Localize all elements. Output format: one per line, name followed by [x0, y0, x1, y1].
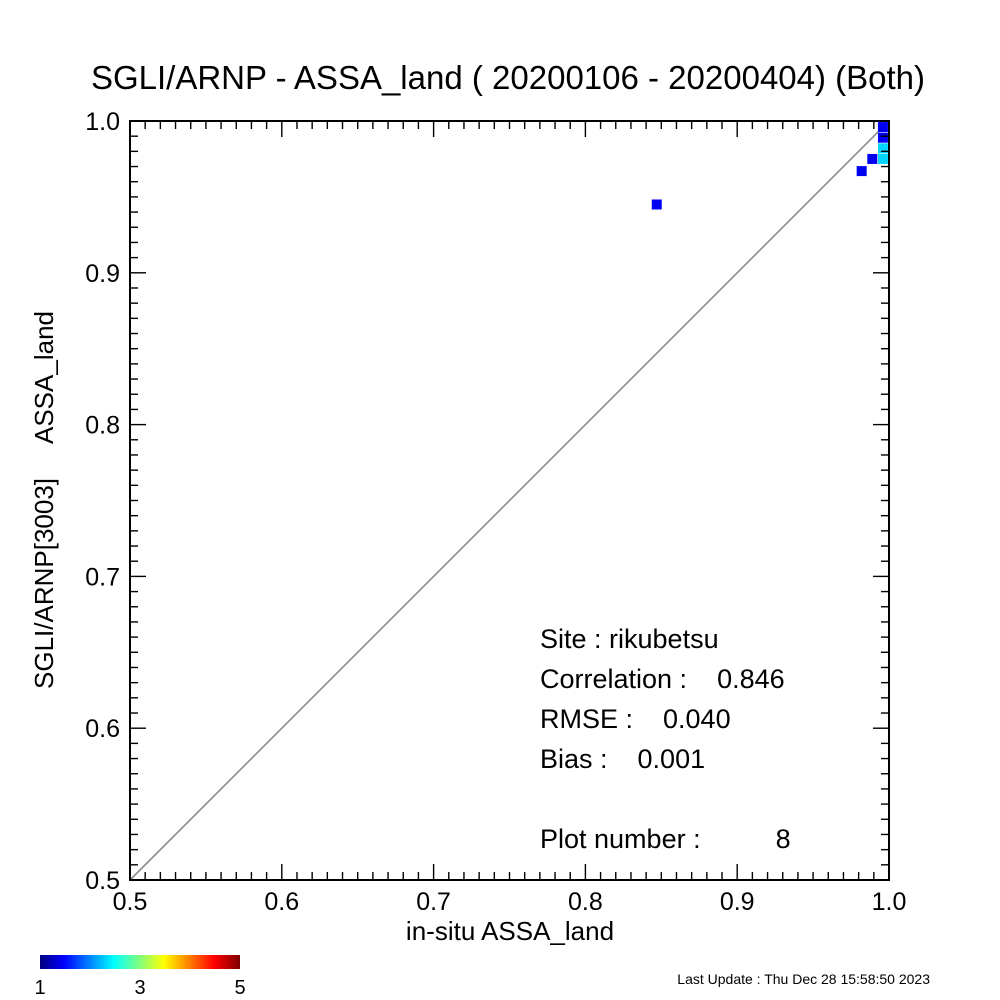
- density-cell: [877, 122, 888, 133]
- y-axis-label-product: SGLI/ARNP[3003]: [29, 478, 59, 689]
- colorbar: 1 3 5: [34, 955, 246, 999]
- density-cell: [877, 143, 888, 154]
- colorbar-tick-min: 1: [34, 977, 45, 999]
- plot-area: [129, 120, 890, 881]
- x-tick-label: 0.6: [264, 888, 299, 916]
- y-tick-label: 0.6: [85, 715, 120, 743]
- stat-rmse: RMSE : 0.040: [540, 704, 731, 734]
- x-axis-label: in-situ ASSA_land: [406, 916, 614, 946]
- x-tick-label: 1.0: [872, 888, 907, 916]
- x-tick-label: 0.7: [416, 888, 451, 916]
- x-tick-label: 0.5: [113, 888, 148, 916]
- one-to-one-line: [129, 120, 890, 881]
- y-tick-label: 1.0: [85, 108, 120, 136]
- y-tick-label: 0.7: [85, 563, 120, 591]
- y-tick-label: 0.5: [85, 867, 120, 895]
- last-update-text: Last Update : Thu Dec 28 15:58:50 2023: [677, 971, 930, 987]
- x-tick-label: 0.8: [568, 888, 603, 916]
- axis-ticks: 0.5 0.6 0.7 0.8 0.9 1.0 0.5 0.6 0.7 0.8 0.9 1.0: [85, 108, 906, 916]
- y-axis-label-variable: ASSA_land: [29, 311, 59, 444]
- stat-bias: Bias : 0.001: [540, 744, 705, 774]
- stat-correlation: Correlation : 0.846: [540, 664, 785, 694]
- density-cell: [877, 153, 888, 164]
- stats-panel: Site : rikubetsu Correlation : 0.846 RMS…: [540, 624, 791, 854]
- y-axis-label: SGLI/ARNP[3003] ASSA_land: [29, 311, 59, 689]
- colorbar-tick-max: 5: [234, 977, 245, 999]
- density-cell: [651, 199, 662, 210]
- colorbar-gradient: [40, 955, 240, 969]
- density-cell: [877, 132, 888, 143]
- y-tick-label: 0.8: [85, 412, 120, 440]
- chart-title: SGLI/ARNP - ASSA_land ( 20200106 - 20200…: [91, 59, 925, 96]
- density-cell: [867, 153, 878, 164]
- colorbar-tick-mid: 3: [134, 977, 145, 999]
- y-tick-label: 0.9: [85, 260, 120, 288]
- stat-site: Site : rikubetsu: [540, 624, 719, 654]
- density-cell: [856, 166, 867, 177]
- x-tick-label: 0.9: [720, 888, 755, 916]
- stat-plot-number: Plot number : 8: [540, 824, 791, 854]
